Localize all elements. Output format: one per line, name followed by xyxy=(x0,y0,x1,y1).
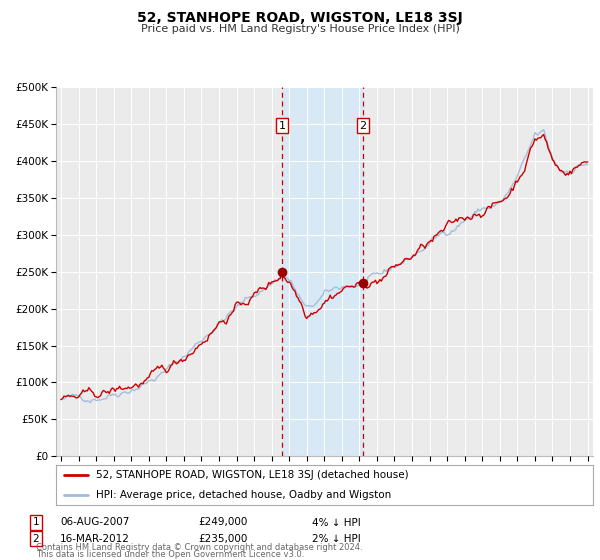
Text: 16-MAR-2012: 16-MAR-2012 xyxy=(60,534,130,544)
Text: This data is licensed under the Open Government Licence v3.0.: This data is licensed under the Open Gov… xyxy=(36,550,304,559)
Text: 52, STANHOPE ROAD, WIGSTON, LE18 3SJ (detached house): 52, STANHOPE ROAD, WIGSTON, LE18 3SJ (de… xyxy=(96,470,409,480)
Text: 4% ↓ HPI: 4% ↓ HPI xyxy=(312,517,361,528)
Text: 2% ↓ HPI: 2% ↓ HPI xyxy=(312,534,361,544)
Text: 2: 2 xyxy=(32,534,40,544)
Text: 52, STANHOPE ROAD, WIGSTON, LE18 3SJ: 52, STANHOPE ROAD, WIGSTON, LE18 3SJ xyxy=(137,11,463,25)
Text: Price paid vs. HM Land Registry's House Price Index (HPI): Price paid vs. HM Land Registry's House … xyxy=(140,24,460,34)
Text: £235,000: £235,000 xyxy=(198,534,247,544)
Text: 1: 1 xyxy=(278,120,286,130)
Text: £249,000: £249,000 xyxy=(198,517,247,528)
Text: 1: 1 xyxy=(32,517,40,528)
Text: 06-AUG-2007: 06-AUG-2007 xyxy=(60,517,130,528)
Text: 2: 2 xyxy=(359,120,367,130)
Text: Contains HM Land Registry data © Crown copyright and database right 2024.: Contains HM Land Registry data © Crown c… xyxy=(36,543,362,552)
Text: HPI: Average price, detached house, Oadby and Wigston: HPI: Average price, detached house, Oadb… xyxy=(96,490,391,500)
Bar xyxy=(282,87,363,456)
